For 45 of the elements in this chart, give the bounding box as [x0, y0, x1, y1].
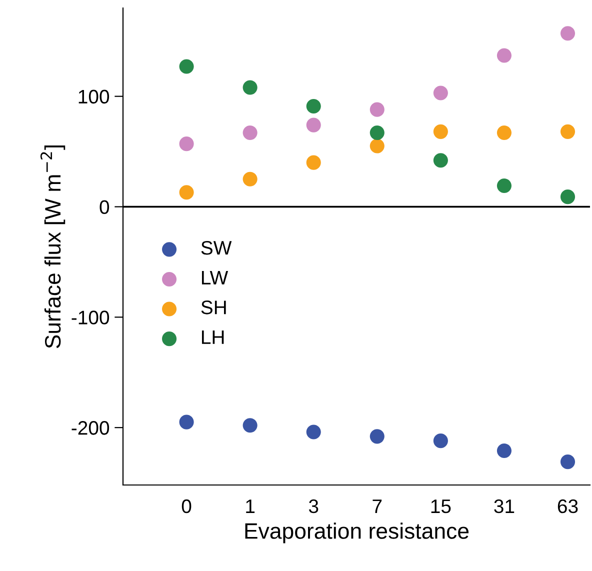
point: [560, 124, 576, 139]
point: [560, 190, 576, 204]
x-tick-label: 15: [431, 500, 451, 514]
x-tick-label: 7: [372, 500, 382, 513]
point: [242, 125, 258, 140]
y-axis-title: Surface flux [W m$^{−2}$]: [40, 145, 66, 348]
x-tick-label: 3: [308, 499, 318, 514]
point: [242, 418, 258, 433]
point: [496, 178, 512, 194]
point: [370, 125, 384, 140]
y-tick-label: 0: [100, 200, 110, 214]
x-axis-title: Evaporation resistance: [245, 522, 469, 544]
point: [242, 172, 258, 186]
point: [306, 424, 321, 440]
point: [370, 429, 384, 444]
point: [370, 138, 384, 154]
point: [179, 59, 194, 74]
legend-label: LH: [202, 330, 224, 344]
point: [496, 443, 512, 458]
point: [433, 124, 448, 139]
point: [433, 153, 448, 168]
point: [496, 125, 512, 140]
point: [179, 414, 194, 430]
legend-label: LW: [202, 270, 228, 284]
point: [433, 86, 448, 100]
x-tick-label: 31: [494, 499, 514, 514]
x-tick-label: 0: [182, 499, 192, 514]
y-tick-label: -200: [72, 421, 110, 435]
point: [560, 26, 576, 41]
legend-label: SH: [201, 300, 226, 314]
x-tick-label: 1: [246, 500, 255, 513]
point: [306, 98, 321, 114]
x-tick-label: 63: [558, 499, 578, 514]
point: [560, 454, 576, 470]
point: [306, 118, 321, 132]
point: [433, 434, 448, 448]
point: [242, 80, 258, 95]
point: [370, 102, 384, 117]
point: [179, 185, 194, 200]
point: [306, 155, 321, 170]
y-tick-label: 100: [78, 90, 110, 104]
legend-label: SW: [201, 240, 232, 255]
point: [179, 136, 194, 152]
y-tick-label: -100: [72, 310, 110, 324]
point: [496, 48, 512, 63]
